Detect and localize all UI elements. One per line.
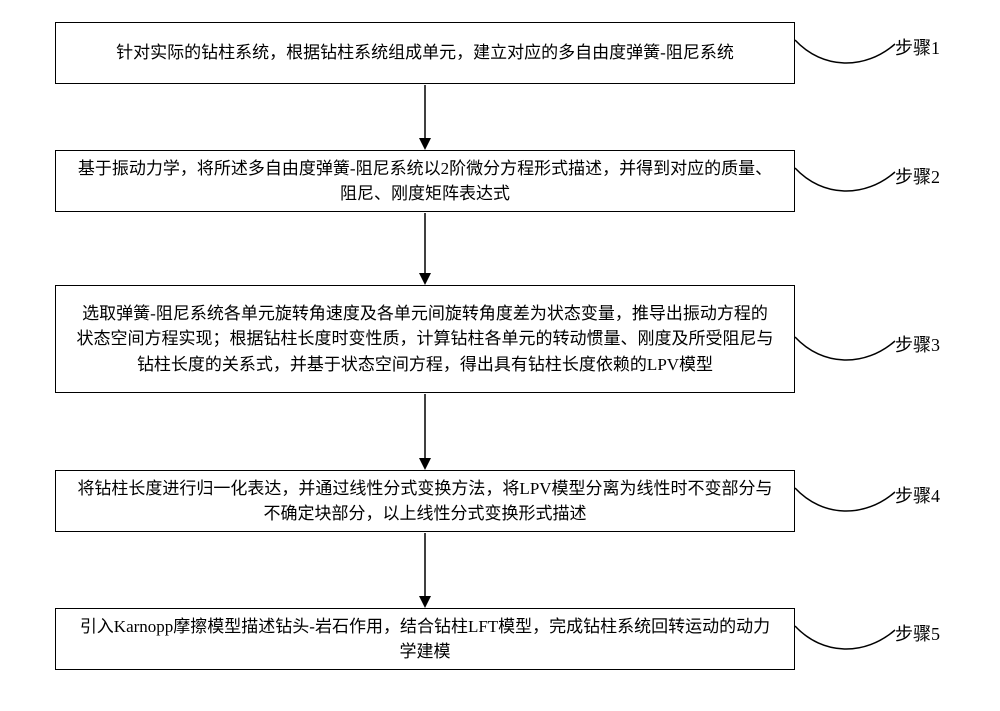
step4-text: 将钻柱长度进行归一化表达，并通过线性分式变换方法，将LPV模型分离为线性时不变部… xyxy=(76,476,774,527)
step1-label-text: 步骤1 xyxy=(895,38,940,58)
step2-label: 步骤2 xyxy=(895,163,940,189)
step2-box: 基于振动力学，将所述多自由度弹簧-阻尼系统以2阶微分方程形式描述，并得到对应的质… xyxy=(55,150,795,212)
step3-label-text: 步骤3 xyxy=(895,335,940,355)
step4-box: 将钻柱长度进行归一化表达，并通过线性分式变换方法，将LPV模型分离为线性时不变部… xyxy=(55,470,795,532)
step2-label-text: 步骤2 xyxy=(895,167,940,187)
step5-label-text: 步骤5 xyxy=(895,624,940,644)
step4-label-text: 步骤4 xyxy=(895,486,940,506)
step3-curve xyxy=(795,337,895,360)
step3-label: 步骤3 xyxy=(895,331,940,357)
step5-text: 引入Karnopp摩擦模型描述钻头-岩石作用，结合钻柱LFT模型，完成钻柱系统回… xyxy=(76,614,774,665)
step1-curve xyxy=(795,40,895,63)
step2-curve xyxy=(795,168,895,191)
step1-label: 步骤1 xyxy=(895,34,940,60)
step5-curve xyxy=(795,626,895,649)
step5-label: 步骤5 xyxy=(895,620,940,646)
step5-box: 引入Karnopp摩擦模型描述钻头-岩石作用，结合钻柱LFT模型，完成钻柱系统回… xyxy=(55,608,795,670)
flowchart-stage: 针对实际的钻柱系统，根据钻柱系统组成单元，建立对应的多自由度弹簧-阻尼系统 步骤… xyxy=(0,0,1000,711)
step1-text: 针对实际的钻柱系统，根据钻柱系统组成单元，建立对应的多自由度弹簧-阻尼系统 xyxy=(116,40,734,66)
arrow-4-5 xyxy=(419,533,431,608)
arrow-3-4 xyxy=(419,394,431,470)
arrow-2-3 xyxy=(419,213,431,285)
step2-text: 基于振动力学，将所述多自由度弹簧-阻尼系统以2阶微分方程形式描述，并得到对应的质… xyxy=(76,156,774,207)
step4-label: 步骤4 xyxy=(895,482,940,508)
step1-box: 针对实际的钻柱系统，根据钻柱系统组成单元，建立对应的多自由度弹簧-阻尼系统 xyxy=(55,22,795,84)
arrow-1-2 xyxy=(419,85,431,150)
step4-curve xyxy=(795,488,895,511)
step3-box: 选取弹簧-阻尼系统各单元旋转角速度及各单元间旋转角度差为状态变量，推导出振动方程… xyxy=(55,285,795,393)
step3-text: 选取弹簧-阻尼系统各单元旋转角速度及各单元间旋转角度差为状态变量，推导出振动方程… xyxy=(76,301,774,378)
